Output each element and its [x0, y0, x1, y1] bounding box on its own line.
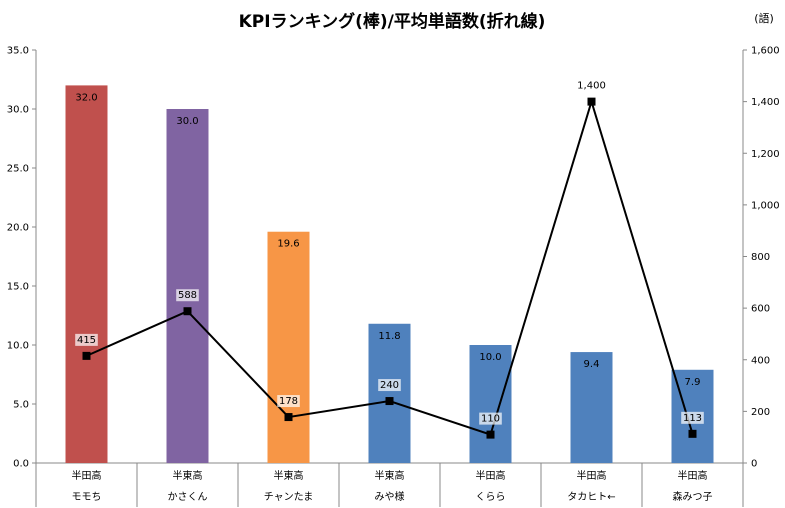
category-school-label: 半田高 — [577, 469, 607, 482]
right-tick-label: 800 — [751, 252, 770, 263]
category-school-label: 半東高 — [274, 469, 304, 482]
line-marker — [587, 97, 596, 106]
category-school-label: 半田高 — [72, 469, 102, 482]
bar — [469, 345, 512, 463]
right-tick-label: 0 — [751, 459, 757, 470]
line-label-background — [277, 395, 300, 408]
line-value-label: 178 — [279, 396, 298, 407]
bar-value-label: 19.6 — [277, 239, 299, 250]
line-label-background — [75, 333, 98, 346]
left-tick-label: 15.0 — [7, 282, 29, 293]
right-tick-label: 600 — [751, 304, 770, 315]
category-name-label: かさくん — [168, 491, 208, 503]
line-marker — [183, 307, 192, 316]
left-tick-label: 0.0 — [13, 459, 29, 470]
bar — [267, 231, 310, 463]
line-value-label: 113 — [683, 413, 702, 424]
bar-value-label: 11.8 — [378, 331, 400, 342]
line-value-label: 110 — [481, 414, 500, 425]
left-tick-label: 25.0 — [7, 164, 29, 175]
line-label-background — [479, 412, 502, 425]
line-marker — [82, 351, 91, 360]
right-tick-label: 1,400 — [751, 97, 780, 108]
line-value-label: 415 — [77, 335, 96, 346]
bar-value-label: 32.0 — [75, 92, 97, 103]
category-name-label: みや様 — [375, 490, 405, 503]
category-school-label: 半田高 — [476, 469, 506, 482]
line-label-background — [176, 289, 199, 302]
left-tick-label: 10.0 — [7, 341, 29, 352]
left-tick-label: 30.0 — [7, 105, 29, 116]
category-name-label: くらら — [476, 491, 506, 503]
line-label-background — [681, 411, 704, 424]
line-value-label: 240 — [380, 380, 399, 391]
right-tick-label: 1,200 — [751, 149, 780, 160]
category-name-label: チャンたま — [264, 491, 314, 503]
bar-value-label: 10.0 — [479, 352, 501, 363]
bars: 32.0 30.0 19.6 11.8 10.0 9.4 7.9 — [65, 85, 714, 464]
right-tick-label: 1,000 — [751, 200, 780, 211]
category-school-label: 半東高 — [375, 469, 405, 482]
category-name-label: タカヒト← — [567, 491, 615, 503]
bar — [368, 323, 411, 463]
line-series: 415 588 178 240 110 1,400 113 — [75, 79, 704, 439]
line-marker — [486, 430, 495, 439]
bar-value-label: 30.0 — [176, 116, 198, 127]
line-label-background — [378, 379, 401, 392]
line-value-label: 1,400 — [577, 81, 606, 92]
category-name-label: 森みつ子 — [673, 490, 713, 503]
right-tick-label: 400 — [751, 355, 770, 366]
line-marker — [688, 429, 697, 438]
bar-value-label: 9.4 — [584, 359, 600, 370]
bar — [570, 352, 613, 463]
right-axis-unit: (語) — [754, 11, 774, 25]
line-value-label: 588 — [178, 290, 197, 301]
bar — [166, 109, 209, 463]
left-tick-label: 20.0 — [7, 223, 29, 234]
chart-title: KPIランキング(棒)/平均単語数(折れ線) — [239, 11, 546, 32]
right-tick-label: 1,600 — [751, 46, 780, 57]
bar-value-label: 7.9 — [685, 377, 701, 388]
bar — [65, 85, 108, 464]
left-tick-label: 35.0 — [7, 46, 29, 57]
left-tick-label: 5.0 — [13, 400, 29, 411]
line-label-background — [574, 79, 609, 92]
right-tick-label: 200 — [751, 407, 770, 418]
line-marker — [284, 413, 293, 422]
category-school-label: 半東高 — [173, 469, 203, 482]
category-school-label: 半田高 — [678, 469, 708, 482]
line-marker — [385, 397, 394, 406]
category-name-label: モモち — [72, 491, 102, 503]
